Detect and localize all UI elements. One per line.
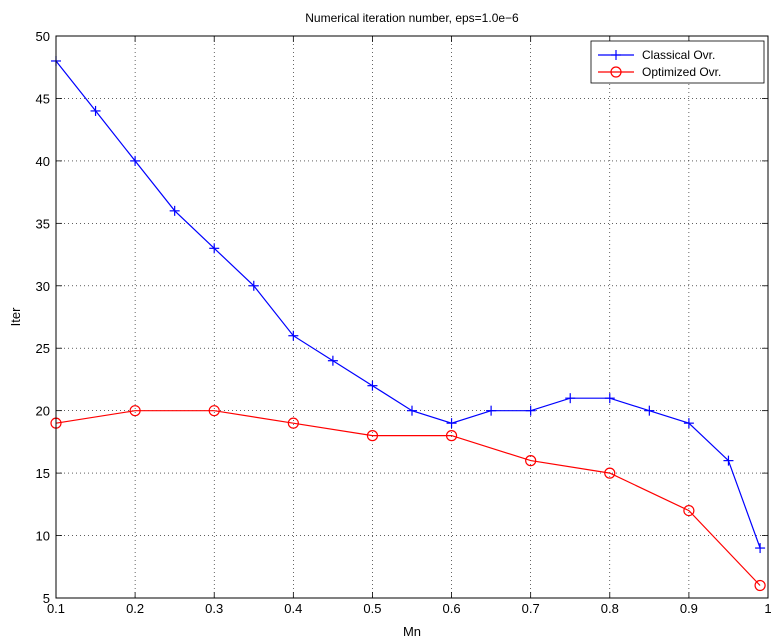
x-tick-label: 0.3 (205, 601, 223, 616)
plot-frame (55, 35, 769, 599)
x-axis-label: Mn (403, 624, 421, 639)
y-tick-label: 45 (36, 91, 50, 106)
y-tick-label: 40 (36, 154, 50, 169)
legend-marker-optimized (610, 66, 622, 78)
data-point-classical (683, 418, 694, 429)
data-point-classical (604, 393, 615, 404)
data-point-classical (446, 418, 457, 429)
data-point-classical (367, 380, 378, 391)
x-tick-label: 0.9 (680, 601, 698, 616)
x-tick-label: 0.4 (284, 601, 302, 616)
data-point-optimized (129, 405, 141, 417)
y-tick-label: 30 (36, 279, 50, 294)
data-point-optimized (683, 504, 695, 517)
data-point-optimized (604, 467, 616, 479)
legend: Classical Ovr. Optimized Ovr. (590, 40, 765, 84)
data-point-classical (90, 105, 101, 116)
data-point-optimized (208, 405, 220, 417)
x-tick-label: 1 (764, 601, 771, 616)
y-tick-label: 25 (36, 341, 50, 356)
x-tick-label: 0.1 (47, 601, 65, 616)
data-point-classical (407, 405, 417, 416)
data-point-classical (525, 405, 536, 416)
y-tick-label: 35 (36, 216, 50, 231)
axis-ticks: 0.1 0.2 0.3 0.4 0.5 0.6 0.7 0.8 0.9 1510152025303… (36, 29, 772, 616)
data-point-optimized (754, 579, 766, 592)
x-tick-label: 0.5 (363, 601, 381, 616)
y-tick-label: 20 (36, 404, 50, 419)
data-point-classical (565, 393, 576, 404)
data-point-classical (755, 543, 766, 554)
x-tick-label: 0.8 (601, 601, 619, 616)
data-point-classical (327, 355, 338, 366)
x-tick-label: 0.6 (443, 601, 461, 616)
y-tick-label: 15 (36, 466, 50, 481)
data-point-optimized (287, 417, 299, 429)
plot-background (56, 36, 768, 598)
chart-title: Numerical iteration number, eps=1.0e−6 (305, 11, 519, 25)
data-point-classical (723, 455, 734, 466)
data-point-classical (288, 330, 299, 341)
data-point-classical (486, 405, 497, 416)
y-tick-label: 5 (43, 591, 50, 606)
data-point-classical (209, 243, 220, 254)
y-tick-label: 10 (36, 529, 50, 544)
x-tick-label: 0.2 (126, 601, 144, 616)
legend-label-classical: Classical Ovr. (642, 48, 715, 62)
data-point-optimized (445, 430, 458, 442)
data-point-optimized (366, 430, 379, 442)
data-point-classical (130, 155, 141, 166)
y-tick-label: 50 (36, 29, 50, 44)
data-point-classical (169, 205, 180, 216)
series-line-optimized (55, 410, 761, 586)
y-axis-label: Iter (8, 307, 23, 326)
legend-marker-classical (611, 50, 621, 60)
x-tick-label: 0.7 (522, 601, 540, 616)
legend-label-optimized: Optimized Ovr. (642, 65, 721, 79)
data-point-classical (644, 405, 655, 416)
data-point-classical (248, 280, 259, 291)
data-point-optimized (525, 455, 537, 467)
